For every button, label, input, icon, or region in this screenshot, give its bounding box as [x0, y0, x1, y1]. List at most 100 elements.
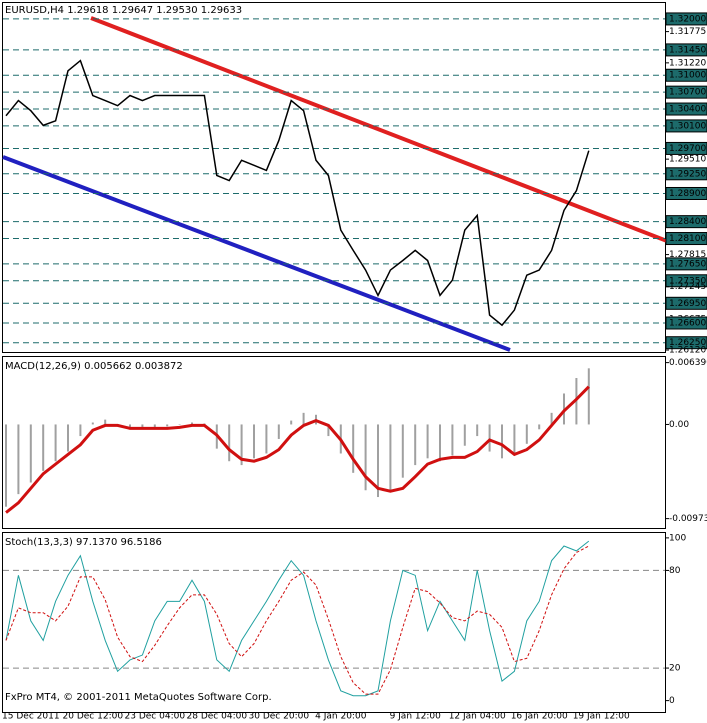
- y-tick-label: 1.30400: [669, 105, 706, 115]
- y-tick-label: 1.27245: [669, 282, 706, 292]
- chart-title: Stoch(13,3,3) 97.1370 96.5186: [5, 537, 162, 548]
- y-tick-label: 1.26600: [669, 319, 706, 329]
- histogram-bar: [302, 412, 305, 425]
- price-box: [665, 274, 707, 288]
- price-line: [5, 59, 590, 327]
- signal-line: [5, 385, 590, 514]
- price-box: [665, 68, 707, 82]
- price-box: [665, 215, 707, 229]
- stoch-pane: [2, 532, 666, 713]
- histogram-bar: [389, 424, 392, 491]
- price-box: [665, 119, 707, 133]
- histogram-bar: [29, 424, 32, 483]
- y-tick-label: 1.28400: [669, 217, 706, 227]
- series-line: [5, 545, 590, 695]
- x-tick-label: 28 Dec 04:00: [187, 712, 248, 722]
- histogram-bar: [513, 424, 516, 454]
- x-tick-label: 19 Jan 12:00: [573, 712, 630, 722]
- y-tick-label: 0: [669, 696, 675, 706]
- y-tick-label: 1.28900: [669, 189, 706, 199]
- histogram-bar: [178, 424, 181, 425]
- chart-title: MACD(12,26,9) 0.005662 0.003872: [5, 361, 183, 372]
- price-box: [665, 102, 707, 116]
- trend-line: [2, 155, 511, 352]
- histogram-bar: [228, 424, 231, 462]
- y-tick-label: 1.27650: [669, 259, 706, 269]
- histogram-bar: [265, 424, 268, 454]
- histogram-bar: [42, 424, 45, 471]
- price-box: [665, 232, 707, 246]
- price-box: [665, 167, 707, 181]
- y-tick-label: 1.26950: [669, 299, 706, 309]
- price-box: [665, 257, 707, 271]
- x-tick-label: 12 Jan 04:00: [449, 712, 506, 722]
- y-tick-label: 1.31000: [669, 71, 706, 81]
- histogram-bar: [54, 424, 57, 462]
- histogram-bar: [525, 424, 528, 444]
- histogram-bar: [488, 424, 491, 452]
- histogram-bar: [364, 424, 367, 491]
- histogram-bar: [17, 424, 20, 495]
- price-box: [665, 43, 707, 57]
- histogram-bar: [277, 424, 280, 439]
- y-tick-label: 1.31220: [669, 58, 706, 68]
- trend-line: [90, 16, 668, 243]
- histogram-bar: [587, 368, 590, 425]
- y-tick-label: 1.27350: [669, 276, 706, 286]
- histogram-bar: [240, 424, 243, 466]
- x-tick-label: 30 Dec 20:00: [249, 712, 310, 722]
- histogram-bar: [377, 424, 379, 498]
- x-tick-label: 23 Dec 04:00: [125, 712, 186, 722]
- price-box: [665, 12, 707, 26]
- histogram-bar: [352, 424, 355, 473]
- x-tick-label: 15 Dec 2011: [2, 712, 60, 722]
- histogram-bar: [191, 422, 193, 425]
- histogram-bar: [91, 422, 94, 425]
- price-box: [665, 336, 707, 350]
- x-tick-label: 4 Jan 20:00: [315, 712, 367, 722]
- histogram-bar: [463, 424, 466, 446]
- y-tick-label: 0.00: [669, 420, 689, 430]
- price-box: [665, 141, 707, 155]
- x-tick-label: 9 Jan 12:00: [390, 712, 442, 722]
- x-tick-label: 20 Dec 12:00: [63, 712, 124, 722]
- price-box: [665, 316, 707, 330]
- histogram-bar: [166, 424, 169, 427]
- y-tick-label: 20: [669, 664, 681, 674]
- macd-pane: [2, 356, 666, 529]
- histogram-bar: [104, 419, 107, 425]
- y-tick-label: 1.28100: [669, 234, 706, 244]
- histogram-bar: [550, 412, 553, 425]
- y-tick-label: 1.27815: [669, 250, 706, 260]
- x-tick-label: 16 Jan 20:00: [511, 712, 568, 722]
- histogram-bar: [327, 424, 330, 437]
- price-box: [665, 186, 707, 200]
- histogram-bar: [153, 424, 156, 428]
- histogram-bar: [67, 424, 69, 452]
- histogram-bar: [439, 424, 441, 462]
- series-line: [5, 540, 590, 697]
- price-box: [665, 296, 707, 310]
- histogram-bar: [476, 424, 479, 437]
- y-tick-label: 1.26250: [669, 338, 706, 348]
- y-tick-label: 1.29510: [669, 155, 706, 165]
- y-tick-label: 1.31775: [669, 27, 706, 37]
- y-tick-label: 1.29250: [669, 169, 706, 179]
- histogram-bar: [401, 424, 404, 478]
- price-box: [665, 85, 707, 99]
- histogram-bar: [5, 424, 7, 507]
- y-tick-label: 1.30100: [669, 121, 706, 131]
- histogram-bar: [538, 424, 541, 430]
- histogram-bar: [129, 424, 131, 429]
- y-tick-label: 1.32000: [669, 14, 706, 24]
- histogram-bar: [253, 424, 255, 459]
- histogram-bar: [501, 424, 503, 459]
- y-tick-label: -0.00973: [669, 514, 707, 524]
- y-tick-label: 1.31450: [669, 45, 706, 55]
- footer: FxPro MT4, © 2001-2011 MetaQuotes Softwa…: [5, 692, 272, 703]
- y-tick-label: 100: [669, 533, 686, 543]
- histogram-bar: [79, 424, 82, 437]
- histogram-bar: [290, 420, 293, 425]
